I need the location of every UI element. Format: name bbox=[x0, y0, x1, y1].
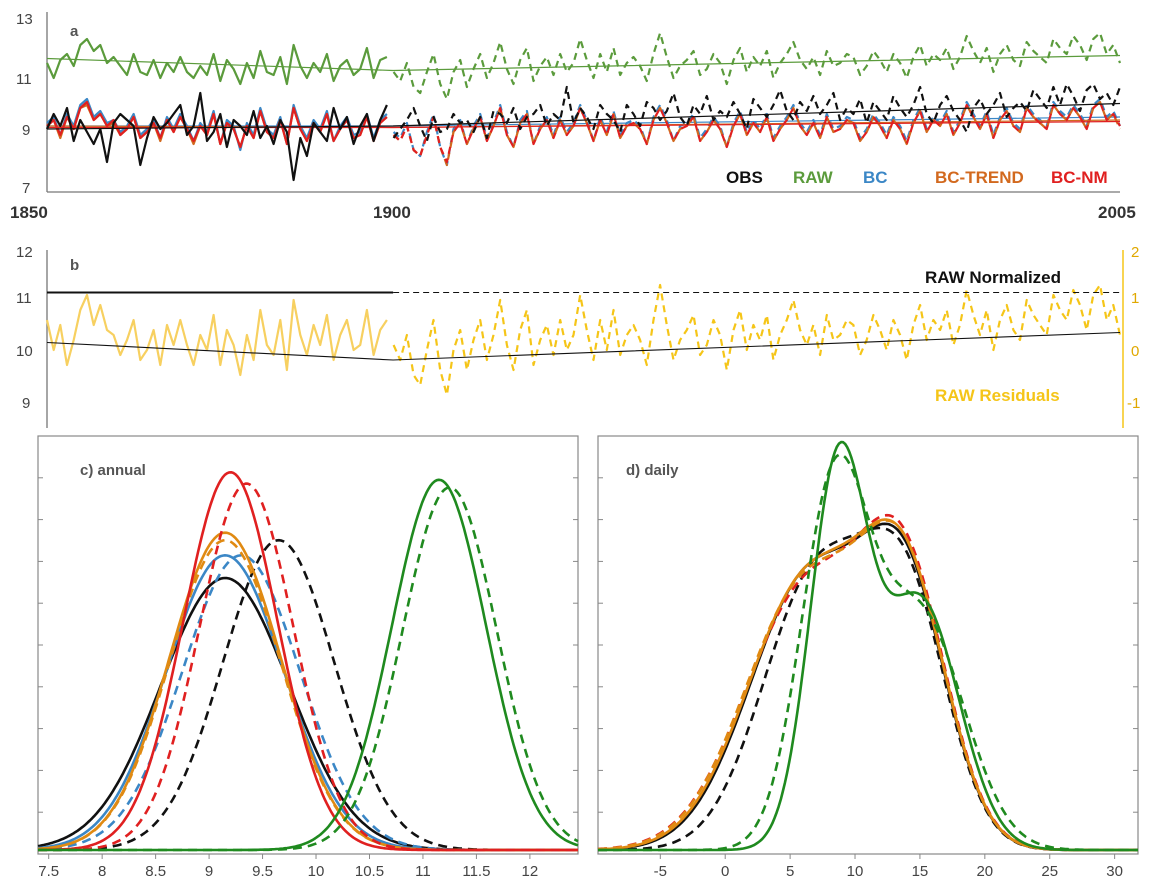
density-obs_fut bbox=[598, 526, 1138, 852]
panel-c: c) annual 7.5 8 8.5 9 9.5 10 10.5 11 11.5 12 bbox=[37, 435, 579, 880]
legend-bc-nm: BC-NM bbox=[1051, 168, 1108, 187]
density-bc_hist bbox=[37, 553, 578, 852]
panel-c-label: c) annual bbox=[80, 462, 146, 479]
density-bc_fut bbox=[37, 553, 578, 852]
panel-a: 13 11 9 7 1850 1900 2005 a OBS RAW BC BC… bbox=[10, 11, 1136, 222]
panel-d: d) daily -5 0 5 10 15 20 25 30 bbox=[597, 435, 1139, 880]
density-obs_hist bbox=[597, 522, 1138, 852]
trend-raw bbox=[46, 54, 1121, 72]
trend-obs bbox=[46, 102, 1121, 130]
legend-raw: RAW bbox=[793, 168, 834, 187]
legend-raw-normalized: RAW Normalized bbox=[925, 268, 1061, 287]
legend-obs: OBS bbox=[726, 168, 763, 187]
series-obs-historical bbox=[45, 91, 388, 182]
xtick-label: 11.5 bbox=[462, 863, 490, 880]
xtick-label: 7.5 bbox=[38, 863, 59, 880]
trend-residuals bbox=[46, 331, 1121, 361]
density-raw_fut bbox=[38, 486, 579, 852]
panel-b-y2tick: -1 bbox=[1127, 395, 1140, 412]
xtick-label: 9 bbox=[205, 863, 213, 880]
series-raw-residuals-historical bbox=[45, 293, 388, 377]
density-bctrend_hist bbox=[598, 518, 1138, 852]
xtick-label: 10 bbox=[847, 863, 864, 880]
panel-b-y2tick: 1 bbox=[1131, 290, 1139, 307]
panel-a-ytick: 13 bbox=[16, 11, 33, 28]
xtick-label: 8.5 bbox=[145, 863, 166, 880]
panel-c-lines bbox=[37, 470, 579, 852]
xtick-label: 30 bbox=[1106, 863, 1123, 880]
panel-a-xtick: 1850 bbox=[10, 203, 48, 222]
xtick-label: 25 bbox=[1041, 863, 1058, 880]
series-obs-projection bbox=[392, 82, 1122, 143]
series-raw-residuals-projection bbox=[392, 283, 1122, 397]
xtick-label: 15 bbox=[912, 863, 929, 880]
density-bc_hist bbox=[597, 519, 1138, 852]
series-raw-historical bbox=[45, 37, 388, 86]
panel-b-ytick: 10 bbox=[16, 343, 33, 360]
xtick-label: 9.5 bbox=[252, 863, 273, 880]
panel-b-ytick: 12 bbox=[16, 244, 33, 261]
density-obs_hist bbox=[37, 576, 578, 852]
xtick-label: 11 bbox=[415, 863, 431, 880]
legend-bc: BC bbox=[863, 168, 888, 187]
panel-b-y2tick: 0 bbox=[1131, 343, 1139, 360]
panel-a-xtick: 1900 bbox=[373, 203, 411, 222]
panel-a-legend: OBS RAW BC BC-TREND BC-NM bbox=[726, 168, 1108, 187]
density-raw_fut bbox=[598, 453, 1138, 852]
panel-a-lines bbox=[45, 31, 1122, 182]
panel-b-lines bbox=[45, 283, 1122, 397]
legend-bc-trend: BC-TREND bbox=[935, 168, 1024, 187]
density-bcnm_fut bbox=[38, 482, 578, 852]
density-bcnm_fut bbox=[597, 513, 1138, 852]
xtick-label: 5 bbox=[786, 863, 794, 880]
xtick-label: 10 bbox=[308, 863, 325, 880]
panel-b-y2tick: 2 bbox=[1131, 244, 1139, 261]
xtick-label: 0 bbox=[721, 863, 729, 880]
panel-d-xticks: -5 0 5 10 15 20 25 30 bbox=[598, 477, 1138, 880]
series-bc-projection bbox=[392, 97, 1122, 167]
xtick-label: 8 bbox=[98, 863, 106, 880]
xtick-label: 20 bbox=[976, 863, 993, 880]
panel-d-label: d) daily bbox=[626, 462, 679, 479]
density-bcnm_hist bbox=[38, 470, 578, 852]
panel-c-xticks: 7.5 8 8.5 9 9.5 10 10.5 11 11.5 12 bbox=[38, 477, 578, 880]
density-raw_hist bbox=[598, 440, 1138, 852]
panel-a-ytick: 9 bbox=[22, 122, 30, 139]
series-bctrend-projection bbox=[392, 100, 1122, 167]
panel-b-label: b bbox=[70, 257, 79, 274]
panel-a-ytick: 7 bbox=[22, 180, 30, 197]
panel-a-label: a bbox=[70, 23, 79, 40]
xtick-label: 12 bbox=[522, 863, 539, 880]
panel-a-ytick: 11 bbox=[16, 71, 32, 88]
xtick-label: -5 bbox=[654, 863, 667, 880]
panel-b-ytick: 11 bbox=[16, 290, 32, 307]
series-raw-projection bbox=[392, 31, 1122, 101]
panel-b-ytick: 9 bbox=[22, 395, 30, 412]
xtick-label: 10.5 bbox=[355, 863, 384, 880]
series-bcnm-projection bbox=[392, 100, 1121, 164]
panel-b: 12 11 10 9 2 1 0 -1 b RAW Normalized RAW… bbox=[16, 244, 1140, 428]
legend-raw-residuals: RAW Residuals bbox=[935, 386, 1060, 405]
panel-d-frame bbox=[597, 435, 1139, 855]
panel-a-xtick: 2005 bbox=[1098, 203, 1136, 222]
panel-d-lines bbox=[597, 440, 1138, 852]
